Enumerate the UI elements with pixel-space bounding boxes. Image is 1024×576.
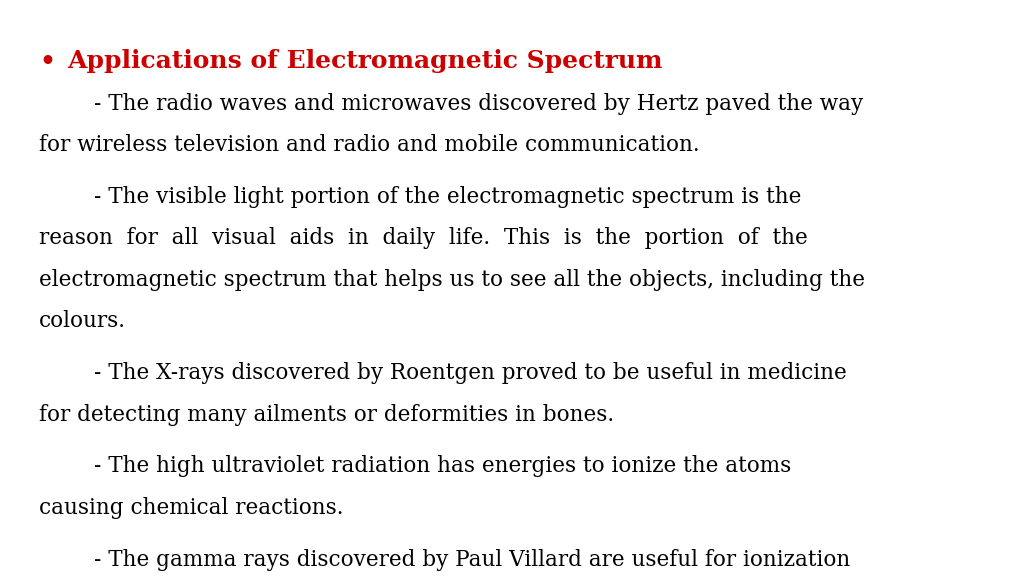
Text: •: • xyxy=(39,49,55,73)
Text: reason  for  all  visual  aids  in  daily  life.  This  is  the  portion  of  th: reason for all visual aids in daily life… xyxy=(39,228,808,249)
Text: - The radio waves and microwaves discovered by Hertz paved the way: - The radio waves and microwaves discove… xyxy=(39,93,863,115)
Text: for detecting many ailments or deformities in bones.: for detecting many ailments or deformiti… xyxy=(39,404,614,426)
Text: - The high ultraviolet radiation has energies to ionize the atoms: - The high ultraviolet radiation has ene… xyxy=(39,456,792,478)
Text: causing chemical reactions.: causing chemical reactions. xyxy=(39,497,343,519)
Text: - The X-rays discovered by Roentgen proved to be useful in medicine: - The X-rays discovered by Roentgen prov… xyxy=(39,362,847,384)
Text: Applications of Electromagnetic Spectrum: Applications of Electromagnetic Spectrum xyxy=(68,49,664,73)
Text: electromagnetic spectrum that helps us to see all the objects, including the: electromagnetic spectrum that helps us t… xyxy=(39,269,865,291)
Text: - The gamma rays discovered by Paul Villard are useful for ionization: - The gamma rays discovered by Paul Vill… xyxy=(39,549,850,571)
Text: for wireless television and radio and mobile communication.: for wireless television and radio and mo… xyxy=(39,134,699,156)
Text: colours.: colours. xyxy=(39,310,126,332)
Text: - The visible light portion of the electromagnetic spectrum is the: - The visible light portion of the elect… xyxy=(39,186,802,208)
